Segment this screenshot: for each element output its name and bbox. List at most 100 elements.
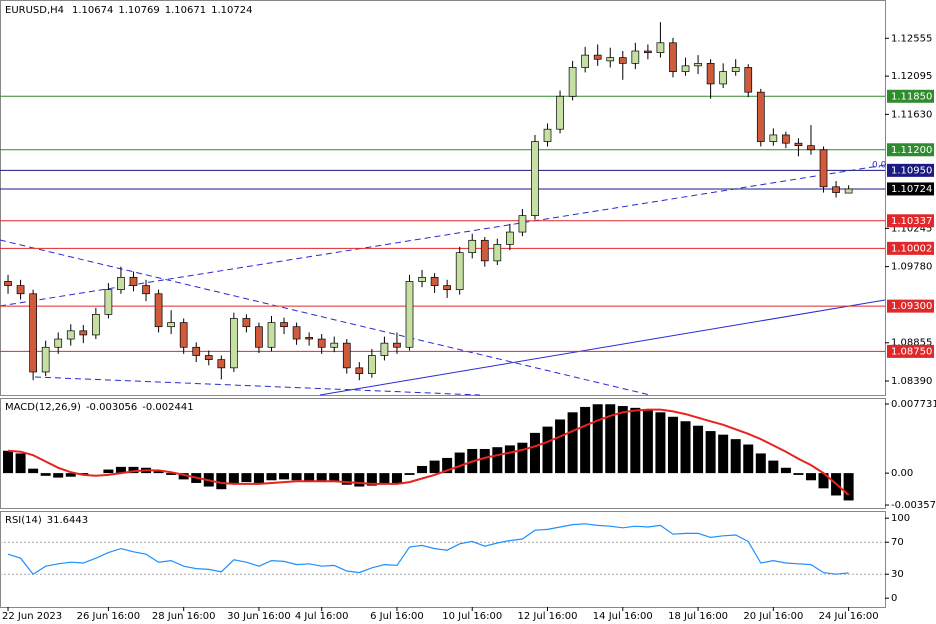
- macd-bar: [642, 410, 653, 474]
- level-label-box: [887, 143, 934, 157]
- candle-body: [230, 318, 238, 369]
- current-price-box: [887, 182, 934, 196]
- trend-lines: [0, 164, 886, 396]
- candle-body: [4, 281, 12, 286]
- macd-value: -0.003056: [86, 402, 137, 413]
- candle-body: [380, 342, 389, 356]
- macd-bar: [40, 473, 51, 476]
- macd-bar: [304, 473, 315, 482]
- candle-body: [506, 231, 514, 245]
- candle-body: [355, 367, 364, 374]
- candle-body: [493, 244, 502, 262]
- macd-bar: [667, 416, 678, 474]
- level-label: 1.09300: [891, 301, 932, 312]
- macd-bar: [228, 473, 239, 484]
- macd-bar: [504, 445, 515, 474]
- trend-line: [319, 299, 886, 396]
- macd-bar: [404, 473, 415, 475]
- candle-body: [719, 71, 728, 85]
- macd-bar: [755, 453, 766, 474]
- macd-bar: [818, 473, 829, 489]
- macd-bar: [166, 473, 177, 475]
- macd-bar: [780, 467, 791, 474]
- candle-body: [744, 67, 753, 93]
- macd-bar: [379, 473, 390, 484]
- candle-body: [756, 91, 765, 142]
- candle-body: [154, 293, 163, 328]
- candle-body: [606, 57, 615, 62]
- candle-body: [192, 346, 201, 356]
- level-label-box: [887, 299, 934, 313]
- candle-body: [644, 50, 652, 54]
- candle-body: [794, 142, 803, 147]
- level-label: 1.11850: [891, 91, 932, 102]
- y-tick-label: 0.007731: [891, 399, 936, 410]
- macd-bar: [442, 457, 453, 474]
- y-tick-label: 100: [891, 513, 910, 524]
- macd-bar: [805, 473, 816, 481]
- macd-bar: [768, 460, 779, 474]
- x-tick-label: 18 Jul 16:00: [668, 611, 728, 622]
- x-tick-label: 12 Jul 16:00: [518, 611, 578, 622]
- macd-header: MACD(12,26,9) -0.003056 -0.002441: [5, 402, 194, 413]
- macd-bar: [316, 473, 327, 483]
- candle-body: [844, 188, 853, 194]
- rsi-line: [7, 523, 849, 575]
- candle-body: [468, 239, 477, 253]
- macd-bar: [115, 466, 126, 474]
- trend-line: [34, 376, 481, 396]
- macd-bar: [266, 473, 277, 481]
- candle-body: [393, 342, 401, 348]
- macd-bar: [103, 469, 114, 474]
- macd-bar: [3, 450, 14, 474]
- candle-body: [179, 322, 188, 348]
- y-tick-label: 30: [891, 569, 904, 580]
- macd-bar: [592, 404, 603, 474]
- header-high: 1.10769: [118, 5, 159, 16]
- y-tick-label: 0: [891, 593, 897, 604]
- macd-bar: [542, 426, 553, 474]
- candle-body: [167, 322, 175, 328]
- candle-body: [16, 285, 25, 295]
- header-low: 1.10671: [165, 5, 206, 16]
- y-tick-label: 1.12555: [891, 33, 932, 44]
- y-tick-label: 1.12095: [891, 71, 932, 82]
- candle-body: [255, 326, 263, 348]
- candle-body: [342, 342, 351, 369]
- y-tick-label: 1.09780: [891, 262, 932, 273]
- macd-bar: [705, 431, 716, 474]
- candle-body: [317, 338, 326, 348]
- level-label-box: [887, 163, 934, 177]
- candle-body: [292, 326, 301, 340]
- fib-label: 0.0: [872, 161, 887, 171]
- macd-bar: [366, 473, 377, 486]
- y-tick-label: 1.08855: [891, 338, 932, 349]
- candle-body: [581, 54, 589, 68]
- macd-bar: [391, 473, 402, 484]
- macd-bar: [65, 473, 76, 477]
- level-label-box: [887, 344, 934, 358]
- candle-body: [819, 149, 828, 188]
- macd-bar: [417, 465, 428, 474]
- candle-body: [29, 293, 37, 373]
- candle-body: [731, 67, 740, 72]
- price-panel: [0, 0, 886, 396]
- candle-body: [217, 359, 226, 369]
- macd-bar: [730, 439, 741, 474]
- candle-body: [593, 54, 602, 60]
- trend-line: [0, 239, 651, 396]
- macd-title: MACD(12,26,9): [5, 402, 81, 413]
- macd-bar: [341, 473, 352, 485]
- macd-panel: [0, 398, 886, 509]
- macd-bar: [28, 468, 39, 474]
- candle-body: [368, 355, 376, 374]
- level-label-box: [887, 89, 934, 103]
- x-tick-label: 20 Jul 16:00: [743, 611, 803, 622]
- macd-bar: [279, 473, 290, 480]
- rsi-header: RSI(14) 31.6443: [5, 515, 88, 526]
- macd-bar: [216, 473, 227, 490]
- macd-bar: [605, 404, 616, 474]
- x-tick-label: 26 Jun 16:00: [77, 611, 141, 622]
- macd-bar: [793, 473, 804, 475]
- x-tick-label: 28 Jun 16:00: [152, 611, 216, 622]
